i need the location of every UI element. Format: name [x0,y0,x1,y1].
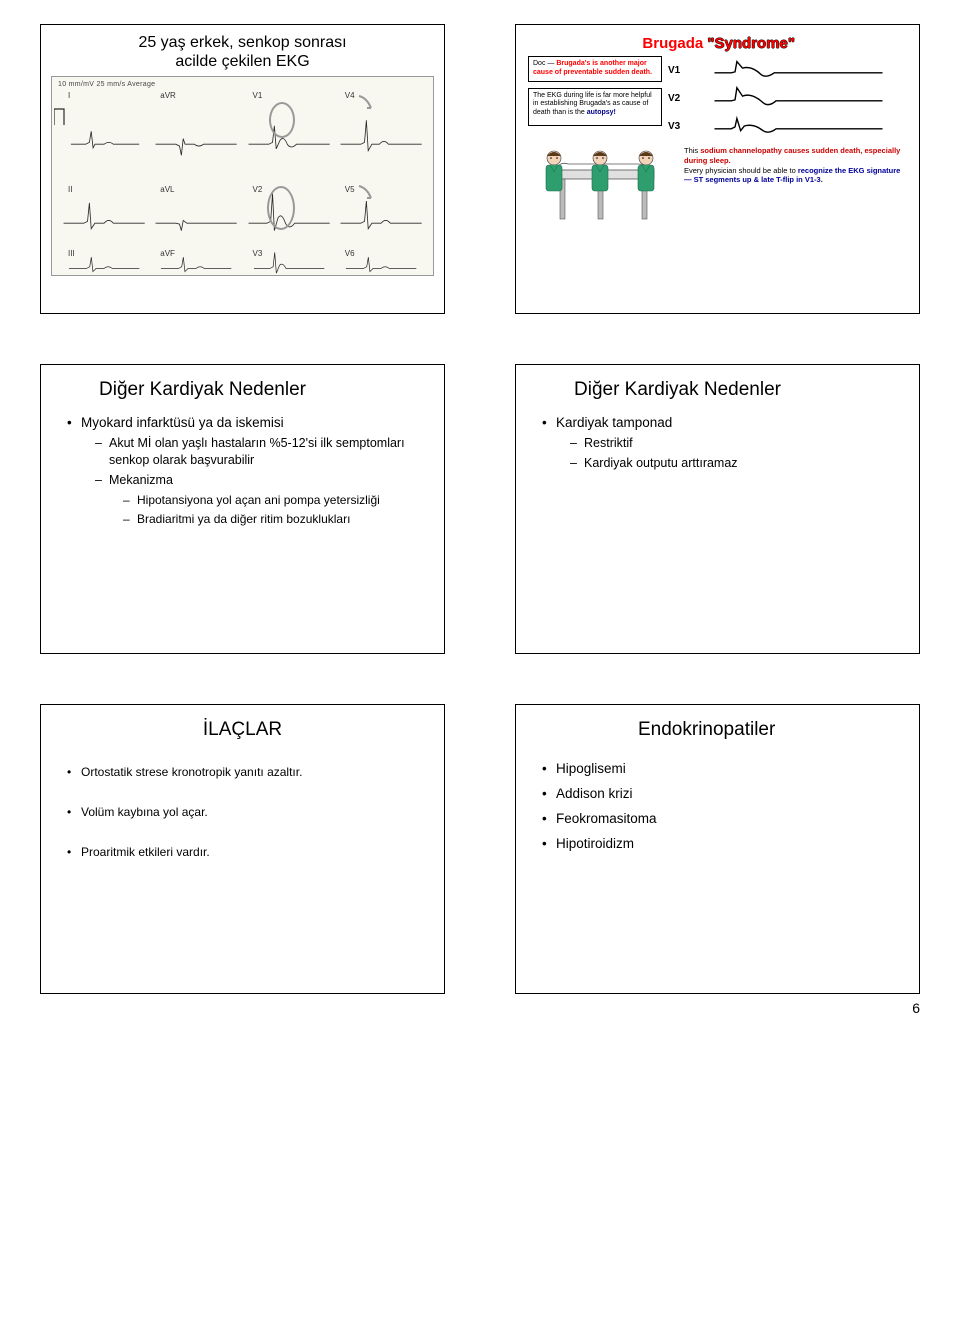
ecg-cell-V5: V5 [335,182,427,246]
brugada-text-col: Doc — Brugada's is another major cause o… [528,56,662,140]
brugada-wave [690,112,907,140]
bullet-list: Myokard infarktüsü ya da iskemisi Akut M… [67,414,422,527]
doctors-cartoon [528,144,678,236]
brugada-lead-v1: V1 [668,56,907,84]
ecg-title-l2: acilde çekilen EKG [175,53,309,70]
sub-list: Akut Mİ olan yaşlı hastaların %5-12'si i… [95,435,422,527]
bullet-item: Volüm kaybına yol açar. [67,804,422,820]
annotation-circle [269,102,295,138]
bullet-item: Myokard infarktüsü ya da iskemisi Akut M… [67,414,422,527]
brugada-title: Brugada "Syndrome" [528,35,907,52]
brugada-leads: V1 V2 V3 [668,56,907,140]
bullet-item: Kardiyak tamponad Restriktif Kardiyak ou… [542,414,897,472]
slide-title: Endokrinopatiler [538,719,897,742]
page-number: 6 [912,1000,920,1016]
brugada-title-pre: Brugada [642,35,707,52]
ecg-cell-V4: V4 [335,88,427,182]
ecg-cell-V6: V6 [335,246,427,278]
bullet-item: Ortostatik strese kronotropik yanıtı aza… [67,764,422,780]
box2-blue: autopsy! [587,109,616,116]
slide-cardiac-2: Diğer Kardiyak Nedenler Kardiyak tampona… [515,364,920,654]
ecg-cell-V3: V3 [243,246,335,278]
ecg-box: 10 mm/mV 25 mm/s Average I aVR [51,76,434,276]
lead-label: V1 [668,65,686,76]
brugada-lead-v2: V2 [668,84,907,112]
sub-text: Mekanizma [109,473,173,487]
ecg-cell-aVR: aVR [150,88,242,182]
ecg-cell-II: II [58,182,150,246]
ecg-cell-aVL: aVL [150,182,242,246]
ecg-row-2: II aVL V2 [58,182,427,246]
ecg-trace [58,246,150,278]
annotation-arrow [357,184,379,211]
annotation-arrow [357,94,379,121]
ecg-trace [58,182,150,246]
box1-pre: Doc — [533,60,556,67]
lead-label: V3 [668,121,686,132]
ecg-cell-V1: V1 [243,88,335,182]
ecg-title-l1: 25 yaş erkek, senkop sonrası [138,34,346,51]
ecg-row-3: III aVF V3 [58,246,427,278]
bullet-item: Hipotiroidizm [542,835,897,853]
brugada-caption: This sodium channelopathy causes sudden … [684,146,907,185]
slide-endo: Endokrinopatiler Hipoglisemi Addison kri… [515,704,920,994]
sub-item: Kardiyak outputu arttıramaz [570,455,897,472]
brugada-title-quoted: "Syndrome" [707,35,795,52]
ecg-trace [335,246,427,278]
slide-cardiac-1: Diğer Kardiyak Nedenler Myokard infarktü… [40,364,445,654]
slide-brugada: Brugada "Syndrome" Doc — Brugada's is an… [515,24,920,314]
cap-1r: sodium channelopathy causes sudden death… [684,146,900,165]
sub-list: Restriktif Kardiyak outputu arttıramaz [570,435,897,472]
ecg-trace [243,246,335,278]
ecg-trace [335,88,427,182]
bullet-item: Hipoglisemi [542,760,897,778]
sub2-item: Bradiaritmi ya da diğer ritim bozuklukla… [123,511,422,527]
ecg-cell-I: I [58,88,150,182]
brugada-box2: The EKG during life is far more helpful … [528,88,662,126]
brugada-mid-row: This sodium channelopathy causes sudden … [528,144,907,236]
slide-title: Diğer Kardiyak Nedenler [63,379,422,402]
brugada-wave [690,84,907,112]
ecg-trace [150,182,242,246]
slide-title: Diğer Kardiyak Nedenler [538,379,897,402]
ecg-trace [58,88,150,182]
ecg-cell-III: III [58,246,150,278]
ecg-cell-aVF: aVF [150,246,242,278]
bullet-item: Addison krizi [542,785,897,803]
sub-item: Restriktif [570,435,897,452]
slide-ecg: 25 yaş erkek, senkop sonrası acilde çeki… [40,24,445,314]
ecg-title: 25 yaş erkek, senkop sonrası acilde çeki… [51,33,434,71]
brugada-lead-v3: V3 [668,112,907,140]
sub-item: Akut Mİ olan yaşlı hastaların %5-12'si i… [95,435,422,469]
annotation-circle [267,186,295,230]
bullet-list: Kardiyak tamponad Restriktif Kardiyak ou… [542,414,897,472]
brugada-box1: Doc — Brugada's is another major cause o… [528,56,662,82]
brugada-top-row: Doc — Brugada's is another major cause o… [528,56,907,140]
slide-drugs: İLAÇLAR Ortostatik strese kronotropik ya… [40,704,445,994]
ecg-cell-V2: V2 [243,182,335,246]
bullet-item: Proaritmik etkileri vardır. [67,844,422,860]
ecg-header: 10 mm/mV 25 mm/s Average [58,81,427,88]
sub2-list: Hipotansiyona yol açan ani pompa yetersi… [123,492,422,527]
bullet-list: Ortostatik strese kronotropik yanıtı aza… [67,764,422,861]
slide-grid: 25 yaş erkek, senkop sonrası acilde çeki… [40,24,920,994]
brugada-wave [690,56,907,84]
sub-item: Mekanizma Hipotansiyona yol açan ani pom… [95,472,422,527]
bullet-list: Hipoglisemi Addison krizi Feokromasitoma… [542,760,897,854]
cap-1a: This [684,146,700,155]
cap-2a: Every physician should be able to [684,166,798,175]
slide-title: İLAÇLAR [63,719,422,742]
sub2-item: Hipotansiyona yol açan ani pompa yetersi… [123,492,422,508]
ecg-trace [150,88,242,182]
bullet-text: Myokard infarktüsü ya da iskemisi [81,415,284,430]
lead-label: V2 [668,93,686,104]
ecg-row-1: I aVR V1 [58,88,427,182]
ecg-trace [150,246,242,278]
ecg-trace [335,182,427,246]
bullet-text: Kardiyak tamponad [556,415,672,430]
bullet-item: Feokromasitoma [542,810,897,828]
